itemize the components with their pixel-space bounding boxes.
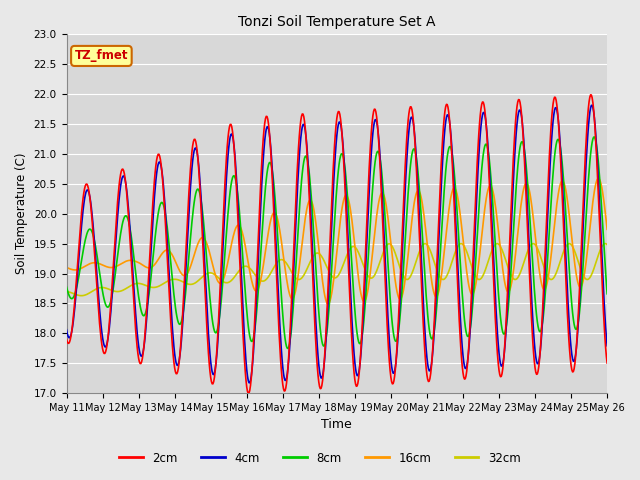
X-axis label: Time: Time (321, 419, 352, 432)
Text: TZ_fmet: TZ_fmet (75, 49, 128, 62)
Legend: 2cm, 4cm, 8cm, 16cm, 32cm: 2cm, 4cm, 8cm, 16cm, 32cm (115, 447, 525, 469)
Y-axis label: Soil Temperature (C): Soil Temperature (C) (15, 153, 28, 275)
Title: Tonzi Soil Temperature Set A: Tonzi Soil Temperature Set A (238, 15, 436, 29)
